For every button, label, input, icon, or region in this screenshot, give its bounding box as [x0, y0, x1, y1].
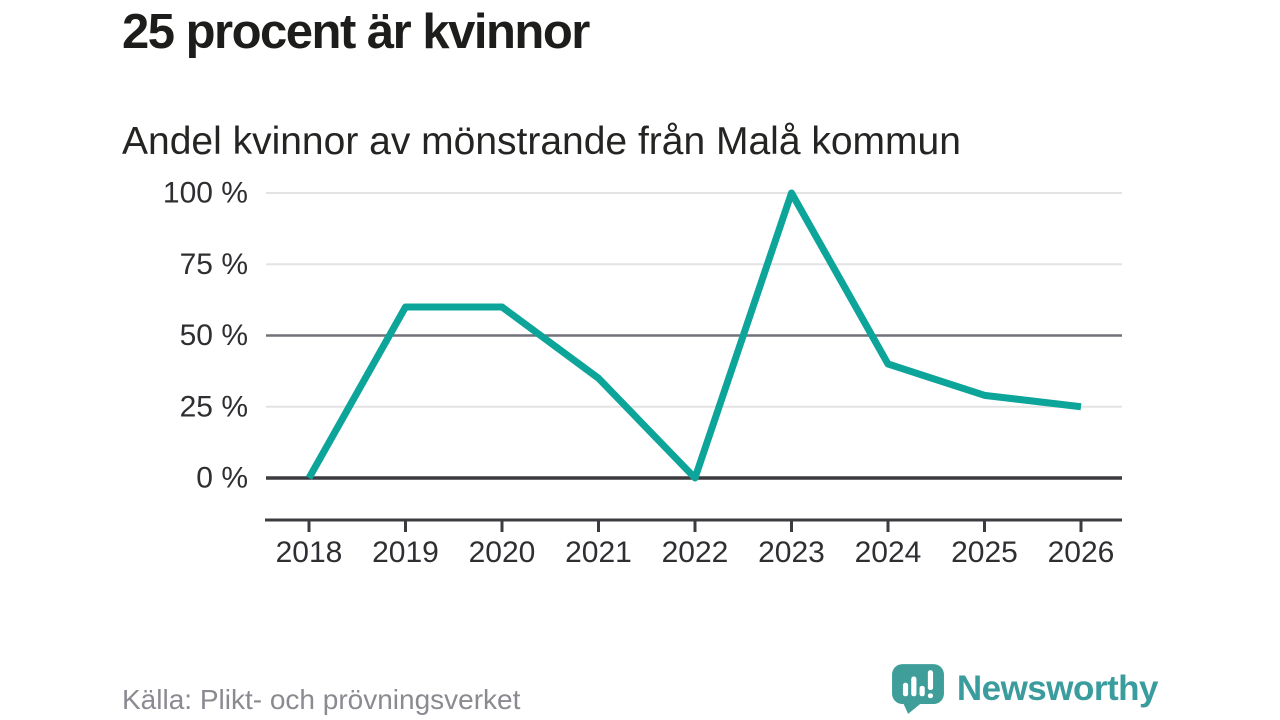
x-tick-label-2025: 2025 [951, 536, 1018, 569]
y-tick-label-25: 25 % [180, 390, 248, 423]
x-tick-label-2022: 2022 [662, 536, 729, 569]
data-series-line [305, 189, 1082, 482]
x-tick-label-2018: 2018 [276, 536, 343, 569]
line-chart: 0 % 25 % 50 % 75 % 100 % 2018 2019 2020 2021 2022… [163, 177, 1122, 569]
y-tick-label-100: 100 % [163, 177, 248, 210]
x-tick-label-2021: 2021 [565, 536, 632, 569]
y-tick-label-75: 75 % [180, 248, 248, 281]
source-attribution: Källa: Plikt- och prövningsverket [122, 684, 521, 715]
x-tick-label-2023: 2023 [758, 536, 825, 569]
chart-subtitle: Andel kvinnor av mönstrande från Malå ko… [122, 120, 961, 163]
y-tick-label-0: 0 % [196, 462, 248, 495]
chart-title: 25 procent är kvinnor [122, 5, 590, 59]
newsworthy-logo-icon [891, 664, 944, 714]
x-tick-label-2024: 2024 [855, 536, 922, 569]
x-tick-label-2020: 2020 [469, 536, 536, 569]
x-tick-label-2026: 2026 [1048, 536, 1115, 569]
brand-wordmark: Newsworthy [956, 669, 1159, 708]
y-tick-label-50: 50 % [180, 319, 248, 352]
x-tick-label-2019: 2019 [372, 536, 439, 569]
brand-lockup: Newsworthy [891, 662, 1159, 716]
